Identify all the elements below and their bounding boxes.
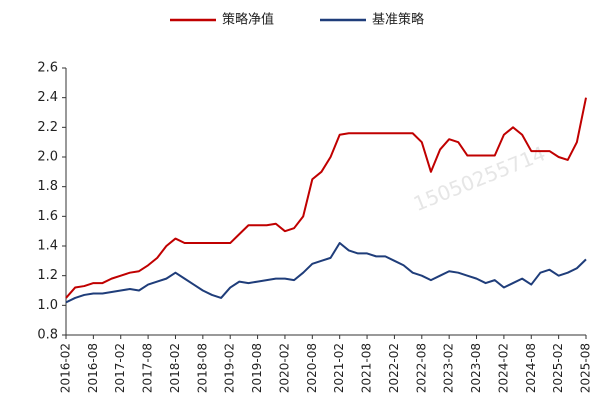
watermark: 15050255714 <box>410 141 549 216</box>
y-tick-label: 2.6 <box>37 61 58 76</box>
y-tick-label: 2.4 <box>37 90 58 105</box>
x-tick-label: 2016-08 <box>86 343 100 393</box>
legend-label: 基准策略 <box>372 12 424 28</box>
x-tick-label: 2023-08 <box>469 343 483 393</box>
x-tick-label: 2022-02 <box>387 343 401 393</box>
y-tick-label: 1.8 <box>37 179 58 194</box>
y-tick-label: 1.2 <box>37 268 58 283</box>
x-tick-label: 2019-02 <box>223 343 237 393</box>
legend-label: 策略净值 <box>222 12 274 28</box>
y-tick-label: 1.4 <box>37 239 58 254</box>
x-tick-label: 2016-02 <box>59 343 73 393</box>
series-line <box>65 97 587 299</box>
x-tick-label: 2021-08 <box>360 343 374 393</box>
x-tick-label: 2018-08 <box>195 343 209 393</box>
x-tick-label: 2025-08 <box>579 343 593 393</box>
x-tick-label: 2021-02 <box>332 343 346 393</box>
y-tick-label: 1.0 <box>37 298 58 313</box>
x-tick-label: 2017-02 <box>113 343 127 393</box>
y-tick-label: 0.8 <box>37 328 58 343</box>
x-tick-label: 2017-08 <box>141 343 155 393</box>
x-tick-label: 2018-02 <box>168 343 182 393</box>
x-tick-label: 2019-08 <box>250 343 264 393</box>
x-tick-label: 2020-08 <box>305 343 319 393</box>
x-tick-label: 2023-02 <box>442 343 456 393</box>
x-tick-label: 2025-02 <box>551 343 565 393</box>
x-tick-label: 2022-08 <box>414 343 428 393</box>
y-tick-label: 2.0 <box>37 150 58 165</box>
x-tick-label: 2024-02 <box>496 343 510 393</box>
y-tick-label: 2.2 <box>37 120 58 135</box>
series-line <box>65 242 587 304</box>
x-tick-label: 2020-02 <box>277 343 291 393</box>
x-tick-label: 2024-08 <box>524 343 538 393</box>
y-tick-label: 1.6 <box>37 209 58 224</box>
